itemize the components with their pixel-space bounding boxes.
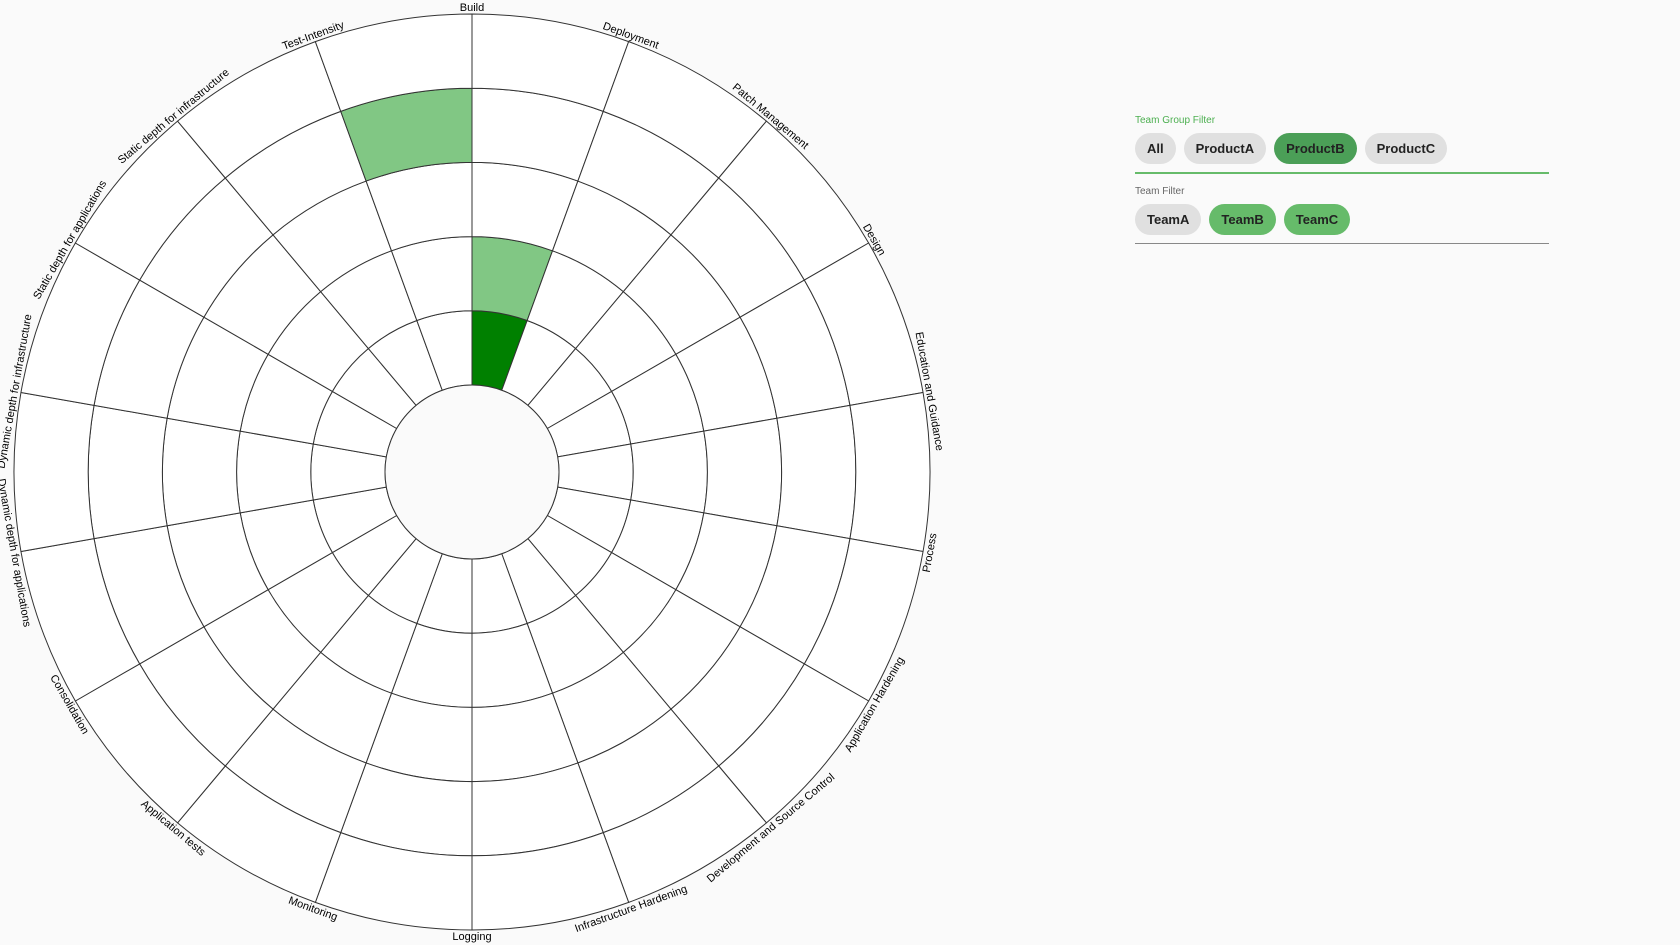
chip-all[interactable]: All <box>1135 133 1176 164</box>
chip-teama[interactable]: TeamA <box>1135 204 1202 235</box>
cell-education-and-guidance-level-3[interactable] <box>703 417 783 527</box>
cell-dynamic-depth-for-applications-level-4[interactable] <box>87 404 168 540</box>
cell-dynamic-depth-for-applications-level-2[interactable] <box>236 430 314 514</box>
sector-label-logging: Logging <box>452 931 491 943</box>
chip-productc[interactable]: ProductC <box>1364 133 1448 164</box>
chip-productb[interactable]: ProductB <box>1274 133 1357 164</box>
team-group-chips: All ProductA ProductB ProductC <box>1135 133 1549 174</box>
cell-test-intensity-level-5[interactable] <box>314 13 473 112</box>
team-filter: Team Filter TeamA TeamB TeamC <box>1135 185 1549 244</box>
cell-education-and-guidance-level-4[interactable] <box>776 404 857 540</box>
team-group-filter-label: Team Group Filter <box>1135 115 1216 126</box>
cell-education-and-guidance-level-5[interactable] <box>849 391 931 553</box>
team-chips: TeamA TeamB TeamC <box>1135 204 1549 244</box>
sector-label-build: Build <box>460 2 484 14</box>
chip-producta[interactable]: ProductA <box>1183 133 1267 164</box>
cell-dynamic-depth-for-applications-level-3[interactable] <box>161 417 241 527</box>
chip-teamb[interactable]: TeamB <box>1209 204 1276 235</box>
chip-teamc[interactable]: TeamC <box>1283 204 1351 235</box>
wheel-center <box>384 384 560 560</box>
cell-dynamic-depth-for-applications-level-5[interactable] <box>13 391 95 553</box>
team-filter-label: Team Filter <box>1135 186 1185 197</box>
cell-education-and-guidance-level-2[interactable] <box>630 430 708 514</box>
team-group-filter: Team Group Filter All ProductA ProductB … <box>1135 114 1549 174</box>
